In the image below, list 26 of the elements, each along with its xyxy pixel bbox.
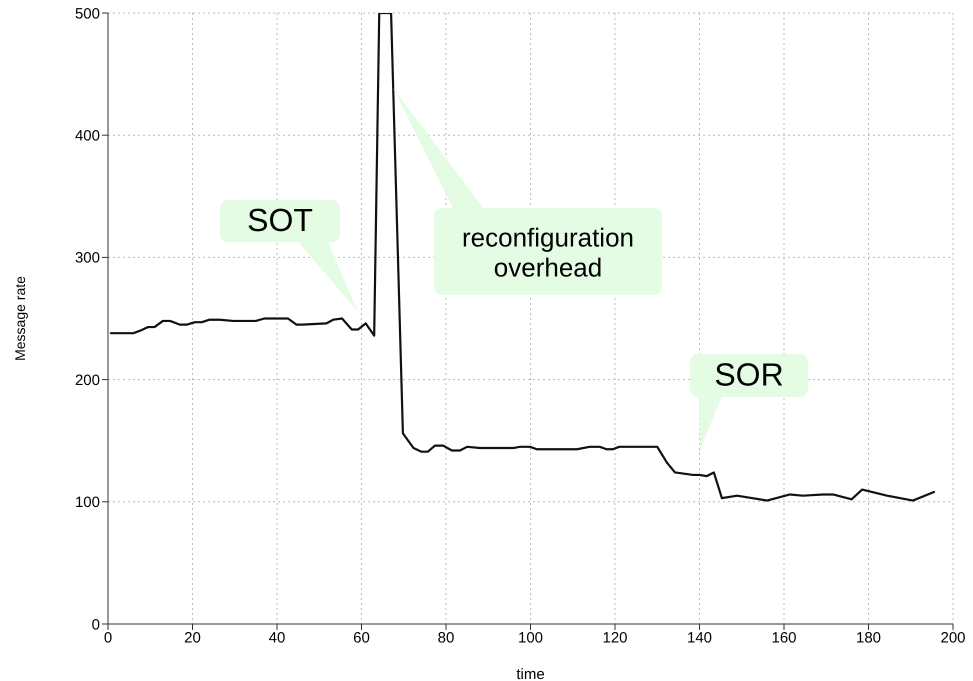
y-tick-label: 100 xyxy=(74,494,100,512)
y-axis-title: Message rate xyxy=(12,276,28,361)
speech-bubble: SOR xyxy=(690,354,808,450)
x-tick-label: 0 xyxy=(104,630,112,647)
x-tick-label: 20 xyxy=(184,630,201,647)
x-axis-title: time xyxy=(516,666,545,681)
y-tick-label: 200 xyxy=(74,372,100,389)
x-tick-label: 80 xyxy=(438,630,454,647)
x-tick-label: 120 xyxy=(602,630,628,647)
line-series xyxy=(110,13,936,502)
annotation: reconfiguration overhead xyxy=(462,222,634,282)
x-tick-label: 200 xyxy=(940,630,966,647)
y-tick-label: 300 xyxy=(74,250,100,267)
speech-bubble: SOT xyxy=(220,200,358,312)
y-tick-label: 400 xyxy=(74,128,100,145)
x-tick-label: 140 xyxy=(686,630,712,647)
annotation: SOR xyxy=(714,356,784,392)
x-tick-label: 60 xyxy=(353,630,370,647)
speech-bubble: reconfiguration overhead xyxy=(393,88,662,295)
y-tick-label: 0 xyxy=(92,616,100,634)
x-tick-label: 180 xyxy=(856,630,882,647)
y-tick-label: 500 xyxy=(74,5,100,22)
x-tick-label: 160 xyxy=(771,630,797,647)
x-tick-label: 100 xyxy=(518,630,544,647)
annotation: SOT xyxy=(247,202,313,238)
x-tick-label: 40 xyxy=(268,630,286,647)
